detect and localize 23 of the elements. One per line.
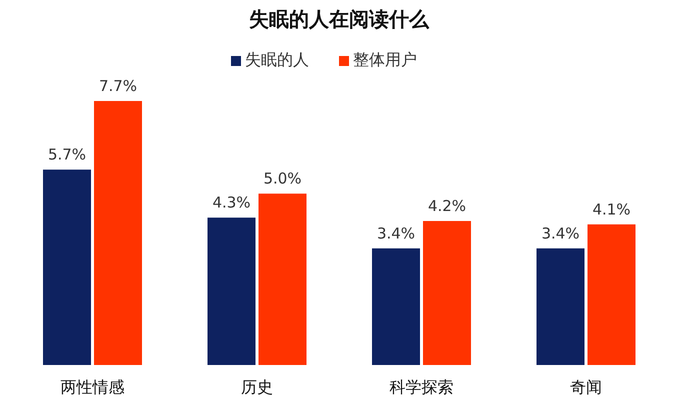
x-tick-label: 两性情感 — [60, 377, 124, 396]
legend-label: 失眠的人 — [245, 50, 309, 69]
x-tick-label: 科学探索 — [389, 377, 454, 396]
data-label: 4.3% — [212, 194, 251, 212]
data-label: 3.4% — [376, 224, 416, 242]
data-label: 5.7% — [48, 146, 86, 164]
bar — [43, 170, 91, 365]
x-tick-label: 历史 — [240, 377, 273, 396]
legend-label: 整体用户 — [353, 50, 417, 69]
bar — [94, 101, 142, 365]
bar — [372, 248, 420, 365]
x-tick-label: 奇闻 — [570, 377, 602, 396]
bar — [588, 224, 636, 365]
data-label: 4.2% — [428, 197, 466, 215]
chart-title: 失眠的人在阅读什么 — [248, 6, 430, 33]
data-label: 5.0% — [263, 170, 302, 188]
data-label: 3.4% — [541, 224, 580, 242]
bar — [258, 194, 306, 365]
bar — [423, 221, 471, 365]
data-label: 7.7% — [98, 77, 138, 95]
bar — [536, 248, 584, 365]
data-label: 4.1% — [592, 200, 631, 218]
bar — [208, 218, 256, 365]
